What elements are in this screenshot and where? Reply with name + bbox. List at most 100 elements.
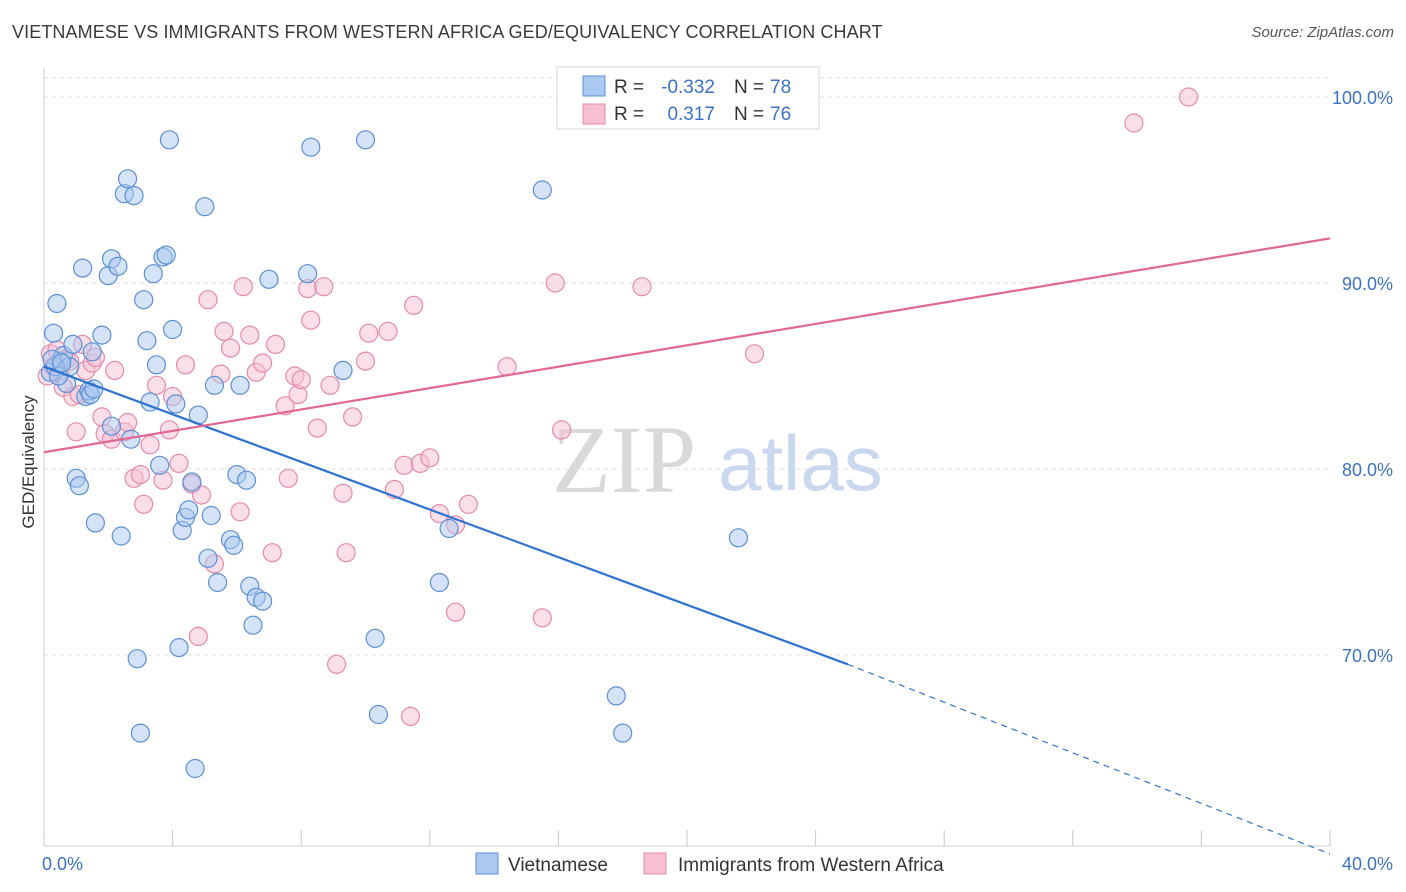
western-africa-point-18 xyxy=(105,360,125,380)
vietnamese-point-24 xyxy=(127,649,147,669)
legend-r-value-2: 0.317 xyxy=(667,104,715,125)
western-africa-point-60 xyxy=(355,351,376,371)
vietnamese-point-30 xyxy=(146,355,167,375)
source-label: Source: ZipAtlas.com xyxy=(1251,24,1394,41)
western-africa-point-40 xyxy=(233,277,253,297)
vietnamese-point-41 xyxy=(182,472,202,492)
western-africa-point-54 xyxy=(314,277,334,297)
watermark: ZIP atlas xyxy=(552,406,883,513)
western-africa-point-33 xyxy=(191,485,212,505)
vietnamese-point-15 xyxy=(92,325,112,345)
vietnamese-point-68 xyxy=(728,528,749,548)
series-vietnamese-points xyxy=(40,130,749,779)
bottom-legend-label-western-africa: Immigrants from Western Africa xyxy=(678,855,944,876)
trend-lines xyxy=(43,237,1331,855)
watermark-atlas: atlas xyxy=(718,419,883,507)
legend: R = -0.332 N = 78 R = 0.317 N = 76 xyxy=(556,66,820,130)
vietnamese-point-36 xyxy=(166,394,186,414)
western-africa-point-59 xyxy=(343,407,363,427)
western-africa-point-80 xyxy=(1178,87,1199,107)
vietnamese-point-29 xyxy=(143,264,163,284)
vietnamese-point-70 xyxy=(613,723,633,743)
vietnamese-point-34 xyxy=(159,130,179,150)
vietnamese-point-18 xyxy=(108,256,128,276)
vietnamese-point-74 xyxy=(101,416,122,436)
western-africa-point-65 xyxy=(400,706,421,727)
vietnamese-point-57 xyxy=(253,591,273,611)
legend-n-label-2: N = xyxy=(734,104,764,125)
western-africa-point-73 xyxy=(497,357,517,377)
western-africa-point-39 xyxy=(230,502,250,522)
vietnamese-point-33 xyxy=(156,245,176,265)
western-africa-point-56 xyxy=(327,654,347,674)
vietnamese-point-47 xyxy=(204,375,224,395)
vietnamese-point-76 xyxy=(52,353,72,373)
western-africa-point-50 xyxy=(291,370,311,390)
vietnamese-point-58 xyxy=(259,269,279,289)
chart-title: VIETNAMESE VS IMMIGRANTS FROM WESTERN AF… xyxy=(12,22,883,42)
vietnamese-point-62 xyxy=(355,130,376,150)
western-africa-point-37 xyxy=(214,321,234,341)
bottom-legend: Vietnamese Immigrants from Western Afric… xyxy=(475,852,944,876)
western-africa-point-68 xyxy=(420,448,440,468)
vietnamese-point-2 xyxy=(47,293,67,314)
bottom-legend-swatch-western-africa xyxy=(643,852,667,875)
vietnamese-point-50 xyxy=(224,535,244,555)
western-africa-point-45 xyxy=(265,334,286,354)
vietnamese-point-63 xyxy=(365,628,385,648)
vietnamese-point-52 xyxy=(230,375,250,395)
trend-line-vietnamese-extension xyxy=(847,663,1331,855)
y-tick-label-100: 100.0% xyxy=(1332,88,1393,108)
western-africa-point-72 xyxy=(458,494,478,514)
legend-r-label-2: R = xyxy=(614,104,644,125)
x-tick-marks xyxy=(43,830,1331,846)
watermark-zip: ZIP xyxy=(552,406,696,513)
western-africa-point-76 xyxy=(545,273,565,293)
vietnamese-point-40 xyxy=(179,500,199,520)
western-africa-point-22 xyxy=(130,465,150,485)
western-africa-point-71 xyxy=(445,602,466,622)
vietnamese-point-10 xyxy=(72,258,93,278)
vietnamese-point-35 xyxy=(163,319,183,340)
western-africa-point-41 xyxy=(240,325,260,345)
western-africa-point-30 xyxy=(175,355,196,375)
western-africa-point-57 xyxy=(333,483,353,503)
western-africa-point-61 xyxy=(359,323,379,343)
vietnamese-point-27 xyxy=(137,331,157,351)
vietnamese-point-67 xyxy=(532,180,552,200)
western-africa-point-58 xyxy=(336,543,356,563)
vietnamese-point-65 xyxy=(429,572,449,593)
western-africa-point-9 xyxy=(66,422,86,442)
vietnamese-point-55 xyxy=(243,615,263,635)
vietnamese-point-21 xyxy=(117,169,138,189)
y-axis-label: GED/Equivalency xyxy=(19,395,38,529)
y-tick-label-70: 70.0% xyxy=(1342,646,1393,666)
y-tick-label-90: 90.0% xyxy=(1342,274,1393,294)
vietnamese-point-31 xyxy=(150,455,170,475)
western-africa-point-77 xyxy=(632,277,652,297)
vietnamese-point-13 xyxy=(82,342,102,362)
western-africa-point-25 xyxy=(146,375,167,395)
bottom-legend-swatch-vietnamese xyxy=(475,852,499,875)
y-tick-label-80: 80.0% xyxy=(1342,460,1393,480)
western-africa-point-34 xyxy=(198,290,218,310)
vietnamese-point-64 xyxy=(368,704,388,725)
western-africa-point-66 xyxy=(404,295,424,315)
vietnamese-point-1 xyxy=(43,323,64,343)
bottom-legend-label-vietnamese: Vietnamese xyxy=(508,855,608,876)
western-africa-point-53 xyxy=(307,418,327,438)
legend-n-label-1: N = xyxy=(734,77,764,98)
vietnamese-point-42 xyxy=(185,758,205,779)
western-africa-point-44 xyxy=(262,543,282,563)
vietnamese-point-9 xyxy=(69,476,90,496)
legend-n-value-1: 78 xyxy=(770,77,791,98)
western-africa-point-78 xyxy=(744,344,765,364)
vietnamese-point-19 xyxy=(111,526,131,546)
western-africa-point-75 xyxy=(551,420,572,440)
western-africa-point-79 xyxy=(1124,113,1144,133)
western-africa-point-23 xyxy=(134,494,154,514)
western-africa-point-20 xyxy=(117,412,138,433)
trend-line-vietnamese xyxy=(43,365,849,666)
western-africa-point-62 xyxy=(378,321,398,341)
